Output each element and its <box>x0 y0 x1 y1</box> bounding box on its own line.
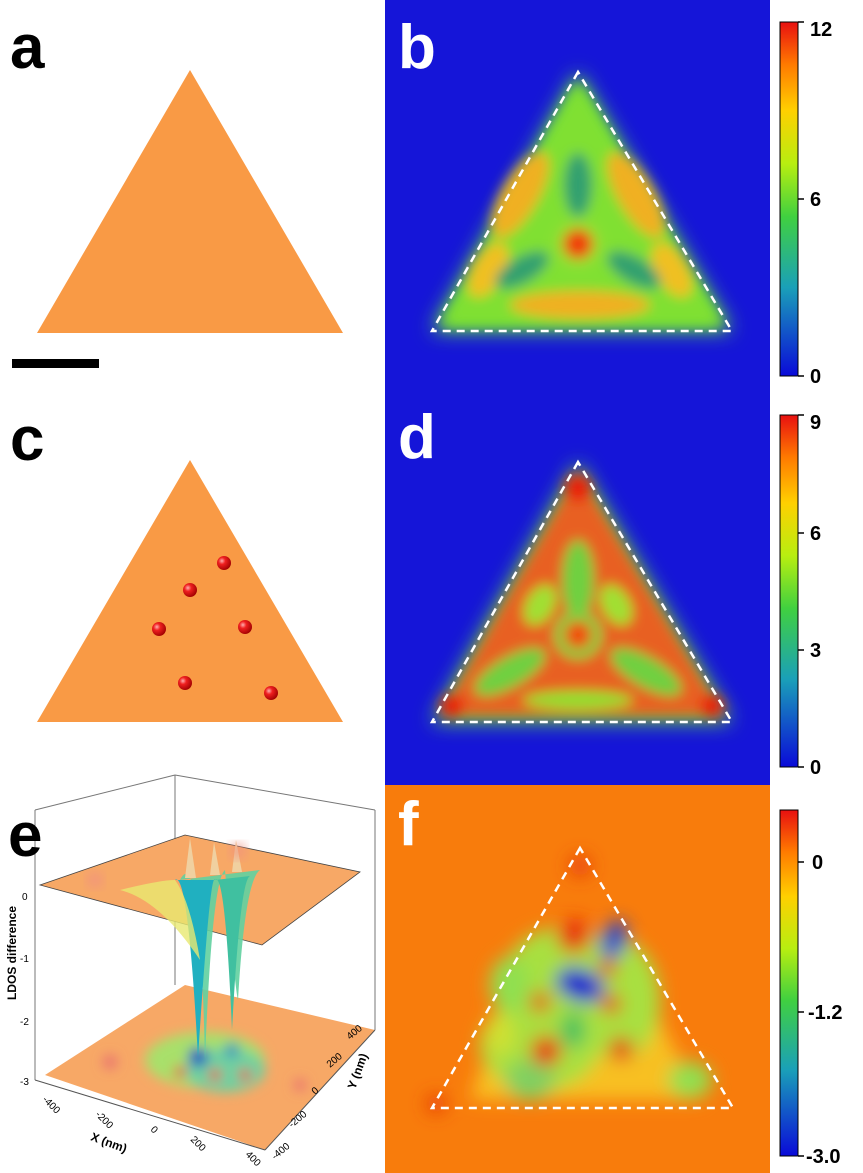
triangle-shape <box>37 70 343 333</box>
panel-label-f: f <box>398 790 419 859</box>
colorbar-tick: 0 <box>810 366 821 388</box>
panel-label-d: d <box>398 403 436 472</box>
impurity-dot <box>217 556 231 570</box>
scale-bar <box>12 359 99 368</box>
impurity-dots <box>152 556 278 700</box>
impurity-dot <box>238 620 252 634</box>
triangle-outline <box>429 69 735 333</box>
colorbar-tick: -3.0 <box>806 1146 840 1168</box>
panel-label-c: c <box>10 405 44 474</box>
ldos-pattern <box>440 80 724 326</box>
colorbar-tick: 0 <box>812 852 823 874</box>
colorbar-tick: 9 <box>810 412 821 434</box>
panel-a: a <box>10 13 343 368</box>
y-tick: -400 <box>270 1141 293 1163</box>
panel-b: b <box>385 0 770 390</box>
panel-c: c <box>10 405 343 722</box>
panel-label-b: b <box>398 13 436 82</box>
x-axis-label: X (nm) <box>89 1130 129 1156</box>
y-tick: 0 <box>310 1085 322 1097</box>
impurity-dot <box>152 622 166 636</box>
colorbar-tick: 6 <box>810 189 821 211</box>
ldos-difference-pattern <box>426 855 712 1114</box>
panel-e: e 0 -1 -2 -3 LDOS difference -400 -200 0… <box>5 774 376 1169</box>
z-tick: -3 <box>20 1077 29 1088</box>
triangle-outline <box>429 845 736 1110</box>
colorbar-f: 0 -1.2 -3.0 <box>779 809 842 1168</box>
colorbar-tick: 3 <box>810 640 821 662</box>
ldos-pattern <box>440 470 724 718</box>
colorbar-tick: 6 <box>810 523 821 545</box>
colorbar-d: 9 6 3 0 <box>779 412 821 779</box>
impurity-dot <box>264 686 278 700</box>
z-axis-label: LDOS difference <box>5 906 19 1000</box>
x-tick: 0 <box>148 1124 160 1136</box>
panel-label-e: e <box>8 801 42 870</box>
panel-label-a: a <box>10 13 45 82</box>
colorbar-b: 12 6 0 <box>779 19 832 388</box>
panel-f: f <box>385 785 770 1173</box>
triangle-outline <box>429 459 735 724</box>
z-tick: -2 <box>20 1017 29 1028</box>
x-tick: 200 <box>188 1134 208 1154</box>
colorbar-tick: 0 <box>810 757 821 779</box>
x-tick: -400 <box>40 1094 62 1116</box>
z-tick: -1 <box>20 954 29 965</box>
impurity-dot <box>178 676 192 690</box>
colorbar-tick: 12 <box>810 19 832 41</box>
colorbar-tick: -1.2 <box>808 1002 842 1024</box>
x-tick: -200 <box>93 1109 115 1131</box>
x-tick: 400 <box>243 1149 263 1169</box>
impurity-dot <box>183 583 197 597</box>
panel-d: d <box>385 390 770 785</box>
z-tick: 0 <box>22 892 28 903</box>
surface-wells <box>88 838 260 1060</box>
